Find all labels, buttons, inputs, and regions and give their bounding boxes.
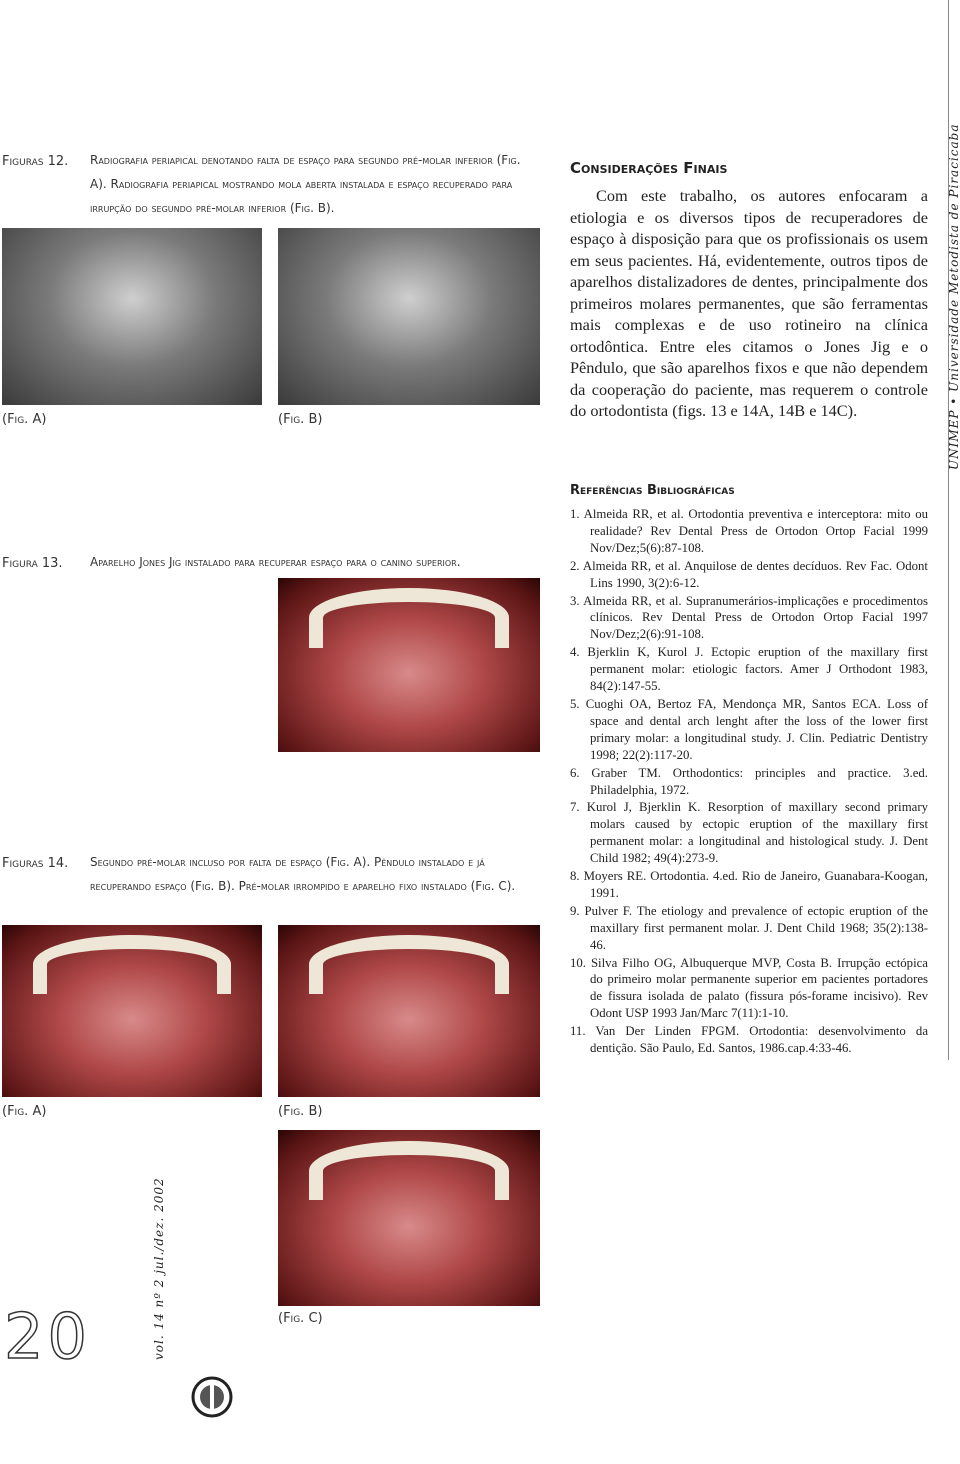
paragraph: Com este trabalho, os autores enfocaram … xyxy=(570,186,928,420)
reference: 5. Cuoghi OA, Bertoz FA, Mendonça MR, Sa… xyxy=(570,696,928,762)
panel-label: (Fig. B) xyxy=(278,1104,323,1119)
reference: 9. Pulver F. The etiology and prevalence… xyxy=(570,903,928,952)
reference: 8. Moyers RE. Ortodontia. 4.ed. Rio de J… xyxy=(570,869,928,900)
section-heading: Referências Bibliográficas xyxy=(570,483,735,498)
panel-label: (Fig. A) xyxy=(2,1104,47,1119)
panel-label: (Fig. C) xyxy=(278,1311,323,1326)
photo xyxy=(278,925,540,1097)
logo xyxy=(191,1376,233,1418)
issue: vol. 14 nº 2 jul./dez. 2002 xyxy=(152,1177,166,1360)
figure-caption: Aparelho Jones Jig instalado para recupe… xyxy=(90,555,461,569)
reference: 7. Kurol J, Bjerklin K. Resorption of ma… xyxy=(570,800,928,866)
reference: 4. Bjerklin K, Kurol J. Ectopic eruption… xyxy=(570,645,928,694)
conclusions: Considerações Finais Com este trabalho, … xyxy=(570,159,928,422)
photo xyxy=(278,578,540,752)
photo xyxy=(278,1130,540,1306)
figure-label: Figura 13. xyxy=(2,556,63,571)
radiograph xyxy=(278,228,540,405)
radiograph xyxy=(2,228,262,405)
rule xyxy=(948,0,949,1060)
reference: 1. Almeida RR, et al. Ortodontia prevent… xyxy=(570,507,928,555)
panel-label: (Fig. B) xyxy=(278,412,323,427)
figure-label: Figuras 12. xyxy=(2,154,69,169)
page-number: 20 xyxy=(3,1299,91,1374)
reference: 11. Van Der Linden FPGM. Ortodontia: des… xyxy=(570,1024,928,1056)
figure-label: Figuras 14. xyxy=(2,856,69,871)
reference: 10. Silva Filho OG, Albuquerque MVP, Cos… xyxy=(570,955,928,1021)
panel-label: (Fig. A) xyxy=(2,412,47,427)
reference: 2. Almeida RR, et al. Anquilose de dente… xyxy=(570,558,928,590)
reference: 6. Graber TM. Orthodontics: principles a… xyxy=(570,765,928,797)
reference: 3. Almeida RR, et al. Supranumerários-im… xyxy=(570,593,928,642)
figure-caption: Segundo pré-molar incluso por falta de e… xyxy=(90,855,516,893)
photo xyxy=(2,925,262,1097)
references: Referências Bibliográficas 1. Almeida RR… xyxy=(570,483,928,1058)
section-heading: Considerações Finais xyxy=(570,159,728,177)
figure-caption: Radiografia periapical denotando falta d… xyxy=(90,153,521,215)
